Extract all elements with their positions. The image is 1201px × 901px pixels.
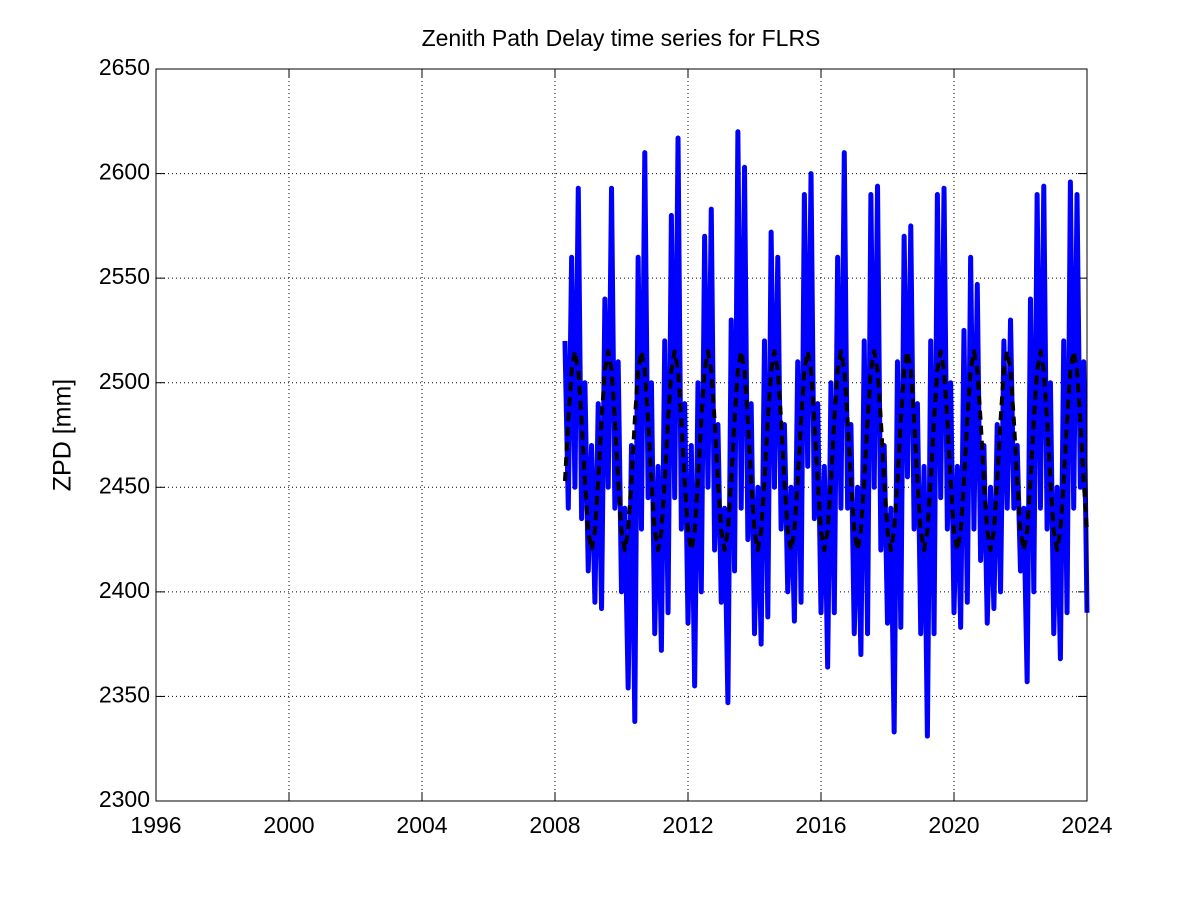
y-tick-label: 2350 <box>99 682 150 708</box>
y-tick-label: 2650 <box>99 54 150 80</box>
plot-frame <box>155 68 1088 802</box>
x-tick-label: 2000 <box>263 812 314 838</box>
y-tick-label: 2550 <box>99 263 150 289</box>
y-tick-label: 2400 <box>99 577 150 603</box>
x-tick-label: 2012 <box>662 812 713 838</box>
x-tick-label: 1996 <box>130 812 181 838</box>
chart-title: Zenith Path Delay time series for FLRS <box>422 25 821 51</box>
y-tick-label: 2600 <box>99 159 150 185</box>
y-tick-label: 2450 <box>99 472 150 498</box>
y-axis-label: ZPD [mm] <box>49 379 77 492</box>
x-tick-label: 2004 <box>396 812 447 838</box>
x-tick-label: 2016 <box>795 812 846 838</box>
data-line <box>562 129 1090 739</box>
x-tick-label: 2024 <box>1061 812 1112 838</box>
data-line <box>562 349 1089 553</box>
x-tick-label: 2020 <box>928 812 979 838</box>
y-tick-label: 2300 <box>99 786 150 812</box>
x-tick-label: 2008 <box>529 812 580 838</box>
y-tick-label: 2500 <box>99 368 150 394</box>
